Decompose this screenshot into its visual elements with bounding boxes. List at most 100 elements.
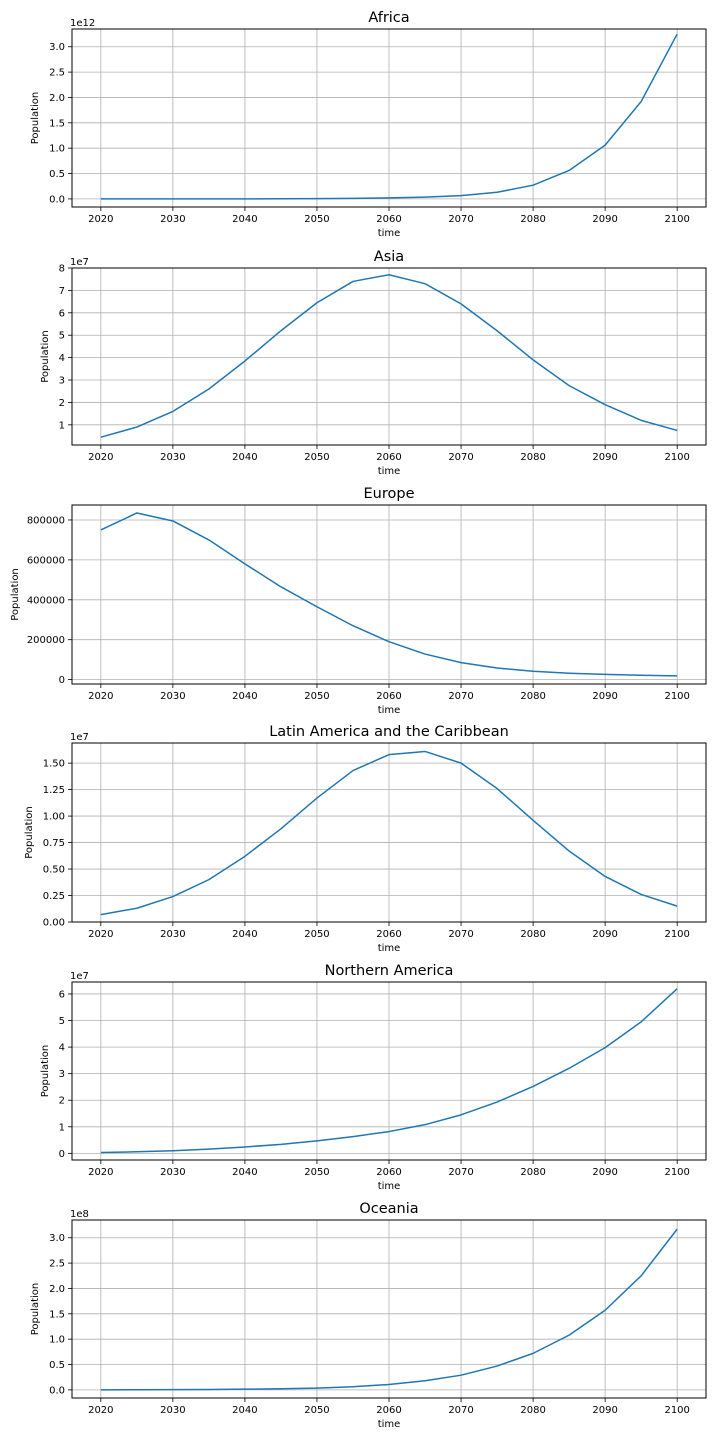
y-tick-label: 5 [59,331,65,342]
x-tick-label: 2060 [376,1167,401,1178]
y-tick-label: 3 [59,1069,65,1080]
x-tick-label: 2040 [232,929,257,940]
x-tick-label: 2020 [88,214,113,225]
x-tick-label: 2030 [160,691,185,702]
y-tick-label: 1 [59,1122,65,1133]
y-tick-label: 600000 [27,555,65,566]
x-tick-label: 2030 [160,452,185,463]
y-tick-label: 1 [59,420,65,431]
y-tick-label: 0.5 [49,169,65,180]
y-tick-label: 3.0 [49,1233,65,1244]
x-tick-label: 2040 [232,214,257,225]
y-scale-offset-label: 1e7 [70,732,89,743]
y-tick-label: 800000 [27,515,65,526]
x-tick-label: 2020 [88,929,113,940]
x-tick-label: 2030 [160,929,185,940]
y-tick-label: 2.0 [49,93,65,104]
chart-title: Asia [374,249,404,265]
x-tick-label: 2070 [448,929,473,940]
series-line [100,750,678,916]
x-tick-label: 2090 [592,1167,617,1178]
x-tick-label: 2050 [304,691,329,702]
x-axis-label: time [378,228,401,239]
x-tick-label: 2030 [160,214,185,225]
y-tick-label: 0.0 [49,194,65,205]
x-tick-label: 2080 [520,691,545,702]
x-tick-label: 2060 [376,1405,401,1416]
y-tick-label: 8 [59,264,65,275]
chart-panel-2: 2020 2030 2040 2050 2060 2070 2080 2090 2100 0 200… [10,486,707,716]
x-tick-label: 2090 [592,214,617,225]
chart-title: Northern America [325,963,454,979]
x-tick-label: 2050 [304,929,329,940]
y-scale-offset-label: 1e8 [70,1209,89,1220]
y-axis-label: Population [24,806,35,859]
y-axis-label: Population [40,1045,51,1098]
series-line [100,273,678,438]
x-axis-label: time [378,1419,401,1430]
series-line [100,1228,678,1391]
x-tick-label: 2060 [376,214,401,225]
chart-panel-0: 2020 2030 2040 2050 2060 2070 2080 2090 2100 0.0 0… [30,10,707,239]
x-tick-label: 2060 [376,929,401,940]
y-scale-offset-label: 1e12 [70,18,95,29]
y-tick-label: 4 [59,353,65,364]
y-tick-label: 1.50 [43,759,65,770]
x-axis-label: time [378,466,401,477]
x-tick-label: 2020 [88,452,113,463]
y-tick-label: 2.0 [49,1284,65,1295]
y-tick-label: 1.5 [49,118,65,129]
x-tick-label: 2050 [304,1167,329,1178]
y-tick-label: 3.0 [49,42,65,53]
x-tick-label: 2060 [376,691,401,702]
y-tick-label: 1.00 [43,812,65,823]
x-tick-label: 2100 [664,452,689,463]
y-tick-label: 0.50 [43,865,65,876]
x-tick-label: 2030 [160,1405,185,1416]
x-tick-label: 2070 [448,214,473,225]
y-scale-offset-label: 1e7 [70,257,89,268]
y-tick-label: 2 [59,398,65,409]
x-tick-label: 2030 [160,1167,185,1178]
x-tick-label: 2050 [304,1405,329,1416]
y-tick-label: 2 [59,1096,65,1107]
x-tick-label: 2080 [520,452,545,463]
y-axis-label: Population [10,568,21,621]
y-tick-label: 2.5 [49,1259,65,1270]
x-tick-label: 2080 [520,929,545,940]
x-tick-label: 2100 [664,691,689,702]
y-tick-label: 1.0 [49,1335,65,1346]
x-tick-label: 2080 [520,1167,545,1178]
y-tick-label: 0.25 [43,891,65,902]
x-tick-label: 2020 [88,1167,113,1178]
y-tick-label: 3 [59,376,65,387]
y-tick-label: 0.0 [49,1385,65,1396]
series-line [100,988,678,1154]
y-tick-label: 0.75 [43,838,65,849]
chart-title: Latin America and the Caribbean [269,724,509,740]
y-tick-label: 1.5 [49,1309,65,1320]
y-tick-label: 4 [59,1043,65,1054]
chart-title: Oceania [359,1201,418,1217]
x-tick-label: 2050 [304,214,329,225]
y-scale-offset-label: 1e7 [70,971,89,982]
chart-panel-5: 2020 2030 2040 2050 2060 2070 2080 2090 2100 0.0 0… [30,1201,707,1430]
x-tick-label: 2080 [520,1405,545,1416]
x-tick-label: 2040 [232,691,257,702]
x-tick-label: 2100 [664,1405,689,1416]
x-tick-label: 2040 [232,452,257,463]
y-axis-label: Population [40,330,51,383]
x-axis-label: time [378,705,401,716]
y-tick-label: 2.5 [49,68,65,79]
y-tick-label: 5 [59,1016,65,1027]
y-tick-label: 1.25 [43,785,65,796]
x-tick-label: 2070 [448,1167,473,1178]
x-tick-label: 2100 [664,1167,689,1178]
chart-panel-1: 2020 2030 2040 2050 2060 2070 2080 2090 2100 1 2 3 4… [40,249,707,477]
x-tick-label: 2070 [448,452,473,463]
x-tick-label: 2090 [592,691,617,702]
y-tick-label: 0 [59,1149,65,1160]
y-tick-label: 6 [59,308,65,319]
